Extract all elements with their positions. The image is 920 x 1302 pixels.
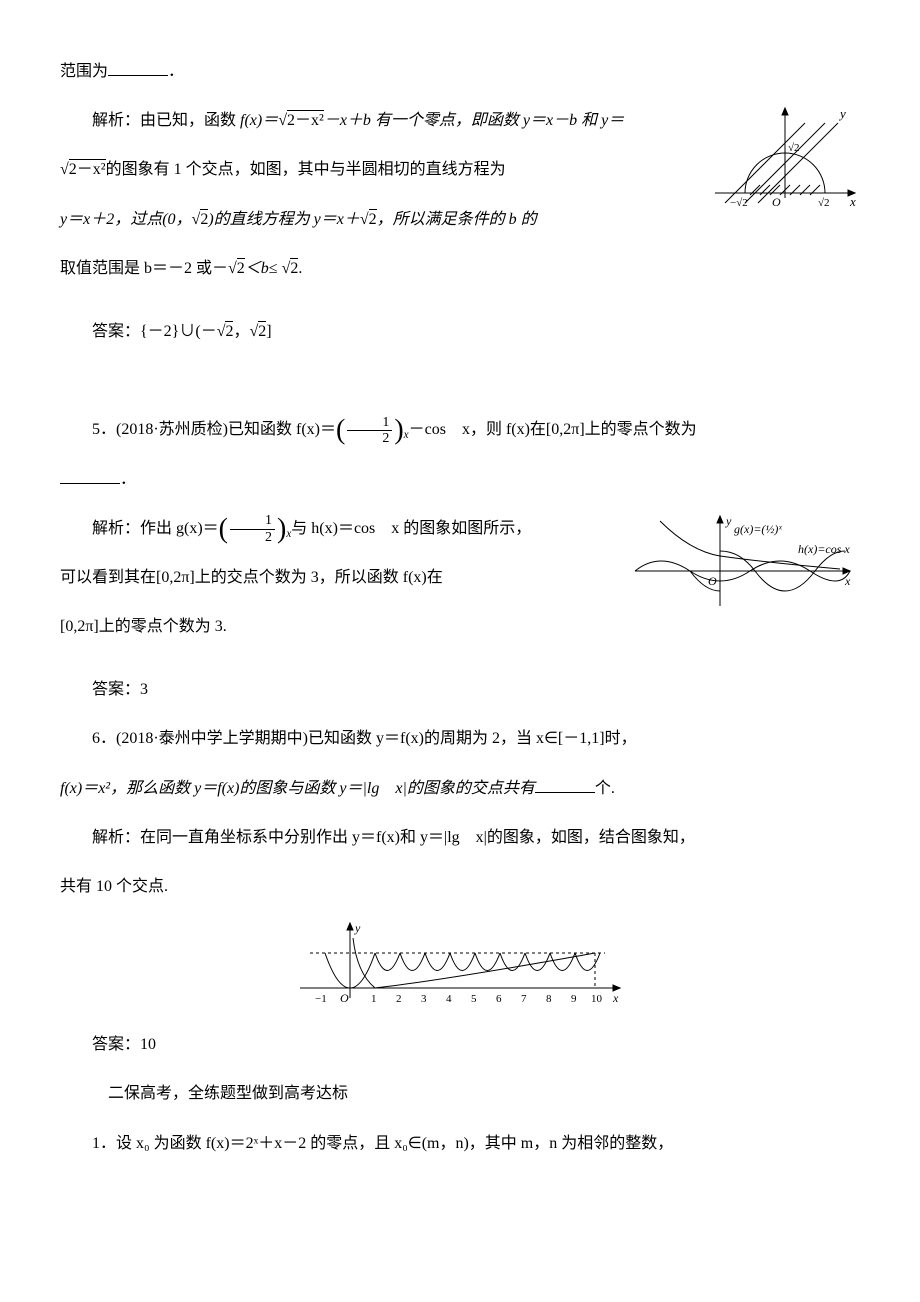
lparen-icon: ( bbox=[336, 415, 345, 446]
svg-text:x: x bbox=[849, 194, 856, 209]
t: ， bbox=[233, 323, 249, 340]
solution-4-p4: 取值范围是 b＝－2 或－√2＜b≤ √2. bbox=[60, 251, 860, 286]
svg-text:O: O bbox=[340, 991, 349, 1005]
t: －cos x，则 f(x)在[0,2π]上的零点个数为 bbox=[409, 421, 697, 438]
solution-6-l2: 共有 10 个交点. bbox=[60, 869, 860, 904]
blank bbox=[108, 59, 168, 76]
t: 答案：10 bbox=[92, 1036, 156, 1053]
t: 解析：在同一直角坐标系中分别作出 y＝f(x)和 y＝|lg x|的图象，如图，… bbox=[92, 829, 695, 846]
svg-text:−√2: −√2 bbox=[730, 197, 748, 209]
svg-text:2: 2 bbox=[396, 993, 402, 1005]
svg-text:x: x bbox=[844, 574, 851, 588]
t: 5．(2018·苏州质检)已知函数 f(x)＝ bbox=[92, 421, 336, 438]
svg-text:5: 5 bbox=[471, 993, 477, 1005]
frag-range: 范围为 ． bbox=[60, 54, 860, 89]
blank bbox=[535, 776, 595, 793]
t: 个. bbox=[595, 780, 615, 797]
text: 范围为 bbox=[60, 63, 108, 80]
t: 解析：作出 g(x)＝ bbox=[92, 520, 219, 537]
svg-text:h(x)=cos x: h(x)=cos x bbox=[798, 542, 850, 556]
d: 2 bbox=[230, 530, 275, 545]
t: －x＋b 有一个零点，即函数 y＝x－b 和 y＝ bbox=[324, 112, 624, 129]
sqrt: √2－x² bbox=[60, 159, 106, 178]
t: 二保高考，全练题型做到高考达标 bbox=[108, 1085, 348, 1102]
t: 与 h(x)＝cos x 的图象如图所示， bbox=[291, 520, 531, 537]
t: 答案：3 bbox=[92, 681, 148, 698]
n: 1 bbox=[347, 415, 392, 431]
sqrt: √2 bbox=[250, 321, 267, 340]
svg-text:10: 10 bbox=[591, 993, 603, 1005]
frac-half: 12 bbox=[347, 415, 392, 447]
t: 1．设 x₀ 为函数 f(x)＝2ˣ＋x－2 的零点，且 x₀∈(m，n)，其中… bbox=[92, 1135, 673, 1152]
sqrt: √2 bbox=[192, 209, 209, 228]
t: f(x)＝ bbox=[240, 112, 278, 129]
answer-4: 答案：{－2}∪(－√2，√2] bbox=[60, 314, 860, 349]
t: 6．(2018·泰州中学上学期期中)已知函数 y＝f(x)的周期为 2，当 x∈… bbox=[92, 730, 637, 747]
t: ] bbox=[266, 323, 271, 340]
solution-6-l1: 解析：在同一直角坐标系中分别作出 y＝f(x)和 y＝|lg x|的图象，如图，… bbox=[60, 820, 860, 855]
svg-text:3: 3 bbox=[421, 993, 427, 1005]
svg-text:−1: −1 bbox=[315, 993, 327, 1005]
blank bbox=[60, 467, 120, 484]
svg-text:7: 7 bbox=[521, 993, 527, 1005]
frac-half: 12 bbox=[230, 513, 275, 545]
t: 可以看到其在[0,2π]上的交点个数为 3，所以函数 f(x)在 bbox=[60, 569, 443, 586]
svg-text:g(x)=(½)ˣ: g(x)=(½)ˣ bbox=[734, 522, 782, 536]
t: ＜b≤ bbox=[245, 260, 282, 277]
rad: 2－x² bbox=[287, 110, 324, 129]
question-5: 5．(2018·苏州质检)已知函数 f(x)＝(12)x－cos x，则 f(x… bbox=[60, 412, 860, 447]
t: ，所以满足条件的 b 的 bbox=[377, 211, 537, 228]
period: ． bbox=[168, 63, 184, 80]
svg-text:O: O bbox=[708, 574, 717, 588]
svg-text:1: 1 bbox=[371, 993, 377, 1005]
t: )的直线方程为 y＝x＋ bbox=[208, 211, 360, 228]
answer-5: 答案：3 bbox=[60, 672, 860, 707]
rad: 2－x² bbox=[69, 159, 106, 178]
d: 2 bbox=[347, 431, 392, 446]
question-6-l1: 6．(2018·泰州中学上学期期中)已知函数 y＝f(x)的周期为 2，当 x∈… bbox=[60, 721, 860, 756]
rad: 2 bbox=[369, 209, 377, 228]
question-5-blank-line: ． bbox=[60, 462, 860, 497]
question-1: 1．设 x₀ 为函数 f(x)＝2ˣ＋x－2 的零点，且 x₀∈(m，n)，其中… bbox=[60, 1126, 860, 1161]
question-6-l2: f(x)＝x²，那么函数 y＝f(x)的图象与函数 y＝|lg x|的图象的交点… bbox=[60, 771, 860, 806]
svg-text:x: x bbox=[612, 991, 619, 1005]
svg-text:√2: √2 bbox=[788, 142, 800, 154]
svg-text:y: y bbox=[354, 921, 361, 935]
t: y＝x＋2，过点(0， bbox=[60, 211, 192, 228]
t: . bbox=[298, 260, 302, 277]
figure-6-periodic: y x O −1 1 2 3 4 5 6 7 8 9 10 bbox=[295, 918, 625, 1013]
svg-text:9: 9 bbox=[571, 993, 577, 1005]
svg-text:8: 8 bbox=[546, 993, 552, 1005]
n: 1 bbox=[230, 513, 275, 529]
sqrt: √2 bbox=[228, 258, 245, 277]
t: 的图象有 1 个交点，如图，其中与半圆相切的直线方程为 bbox=[106, 161, 506, 178]
t: 取值范围是 b＝－2 或－ bbox=[60, 260, 228, 277]
sqrt: √2 bbox=[217, 321, 234, 340]
svg-text:y: y bbox=[725, 514, 732, 528]
lparen-icon: ( bbox=[219, 513, 228, 544]
t: 共有 10 个交点. bbox=[60, 878, 168, 895]
period: ． bbox=[120, 471, 136, 488]
rparen-icon: ) bbox=[394, 415, 403, 446]
sqrt: √2－x² bbox=[278, 110, 324, 129]
svg-text:√2: √2 bbox=[818, 197, 830, 209]
sqrt: √2 bbox=[282, 258, 299, 277]
t: [0,2π]上的零点个数为 3. bbox=[60, 618, 227, 635]
svg-text:6: 6 bbox=[496, 993, 502, 1005]
answer-6: 答案：10 bbox=[60, 1027, 860, 1062]
section-2-title: 二保高考，全练题型做到高考达标 bbox=[60, 1076, 860, 1111]
svg-text:4: 4 bbox=[446, 993, 452, 1005]
figure-5-graphs: y x O g(x)=(½)ˣ h(x)=cos x bbox=[630, 511, 860, 616]
rparen-icon: ) bbox=[277, 513, 286, 544]
rad: 2 bbox=[237, 258, 245, 277]
sqrt: √2 bbox=[360, 209, 377, 228]
svg-text:O: O bbox=[772, 195, 781, 209]
t: 解析：由已知，函数 bbox=[92, 112, 240, 129]
figure-4-semicircle: y x O −√2 √2 √2 bbox=[710, 103, 860, 213]
svg-text:y: y bbox=[838, 106, 846, 121]
t: f(x)＝x²，那么函数 y＝f(x)的图象与函数 y＝|lg x|的图象的交点… bbox=[60, 780, 535, 797]
t: 答案：{－2}∪(－ bbox=[92, 323, 217, 340]
